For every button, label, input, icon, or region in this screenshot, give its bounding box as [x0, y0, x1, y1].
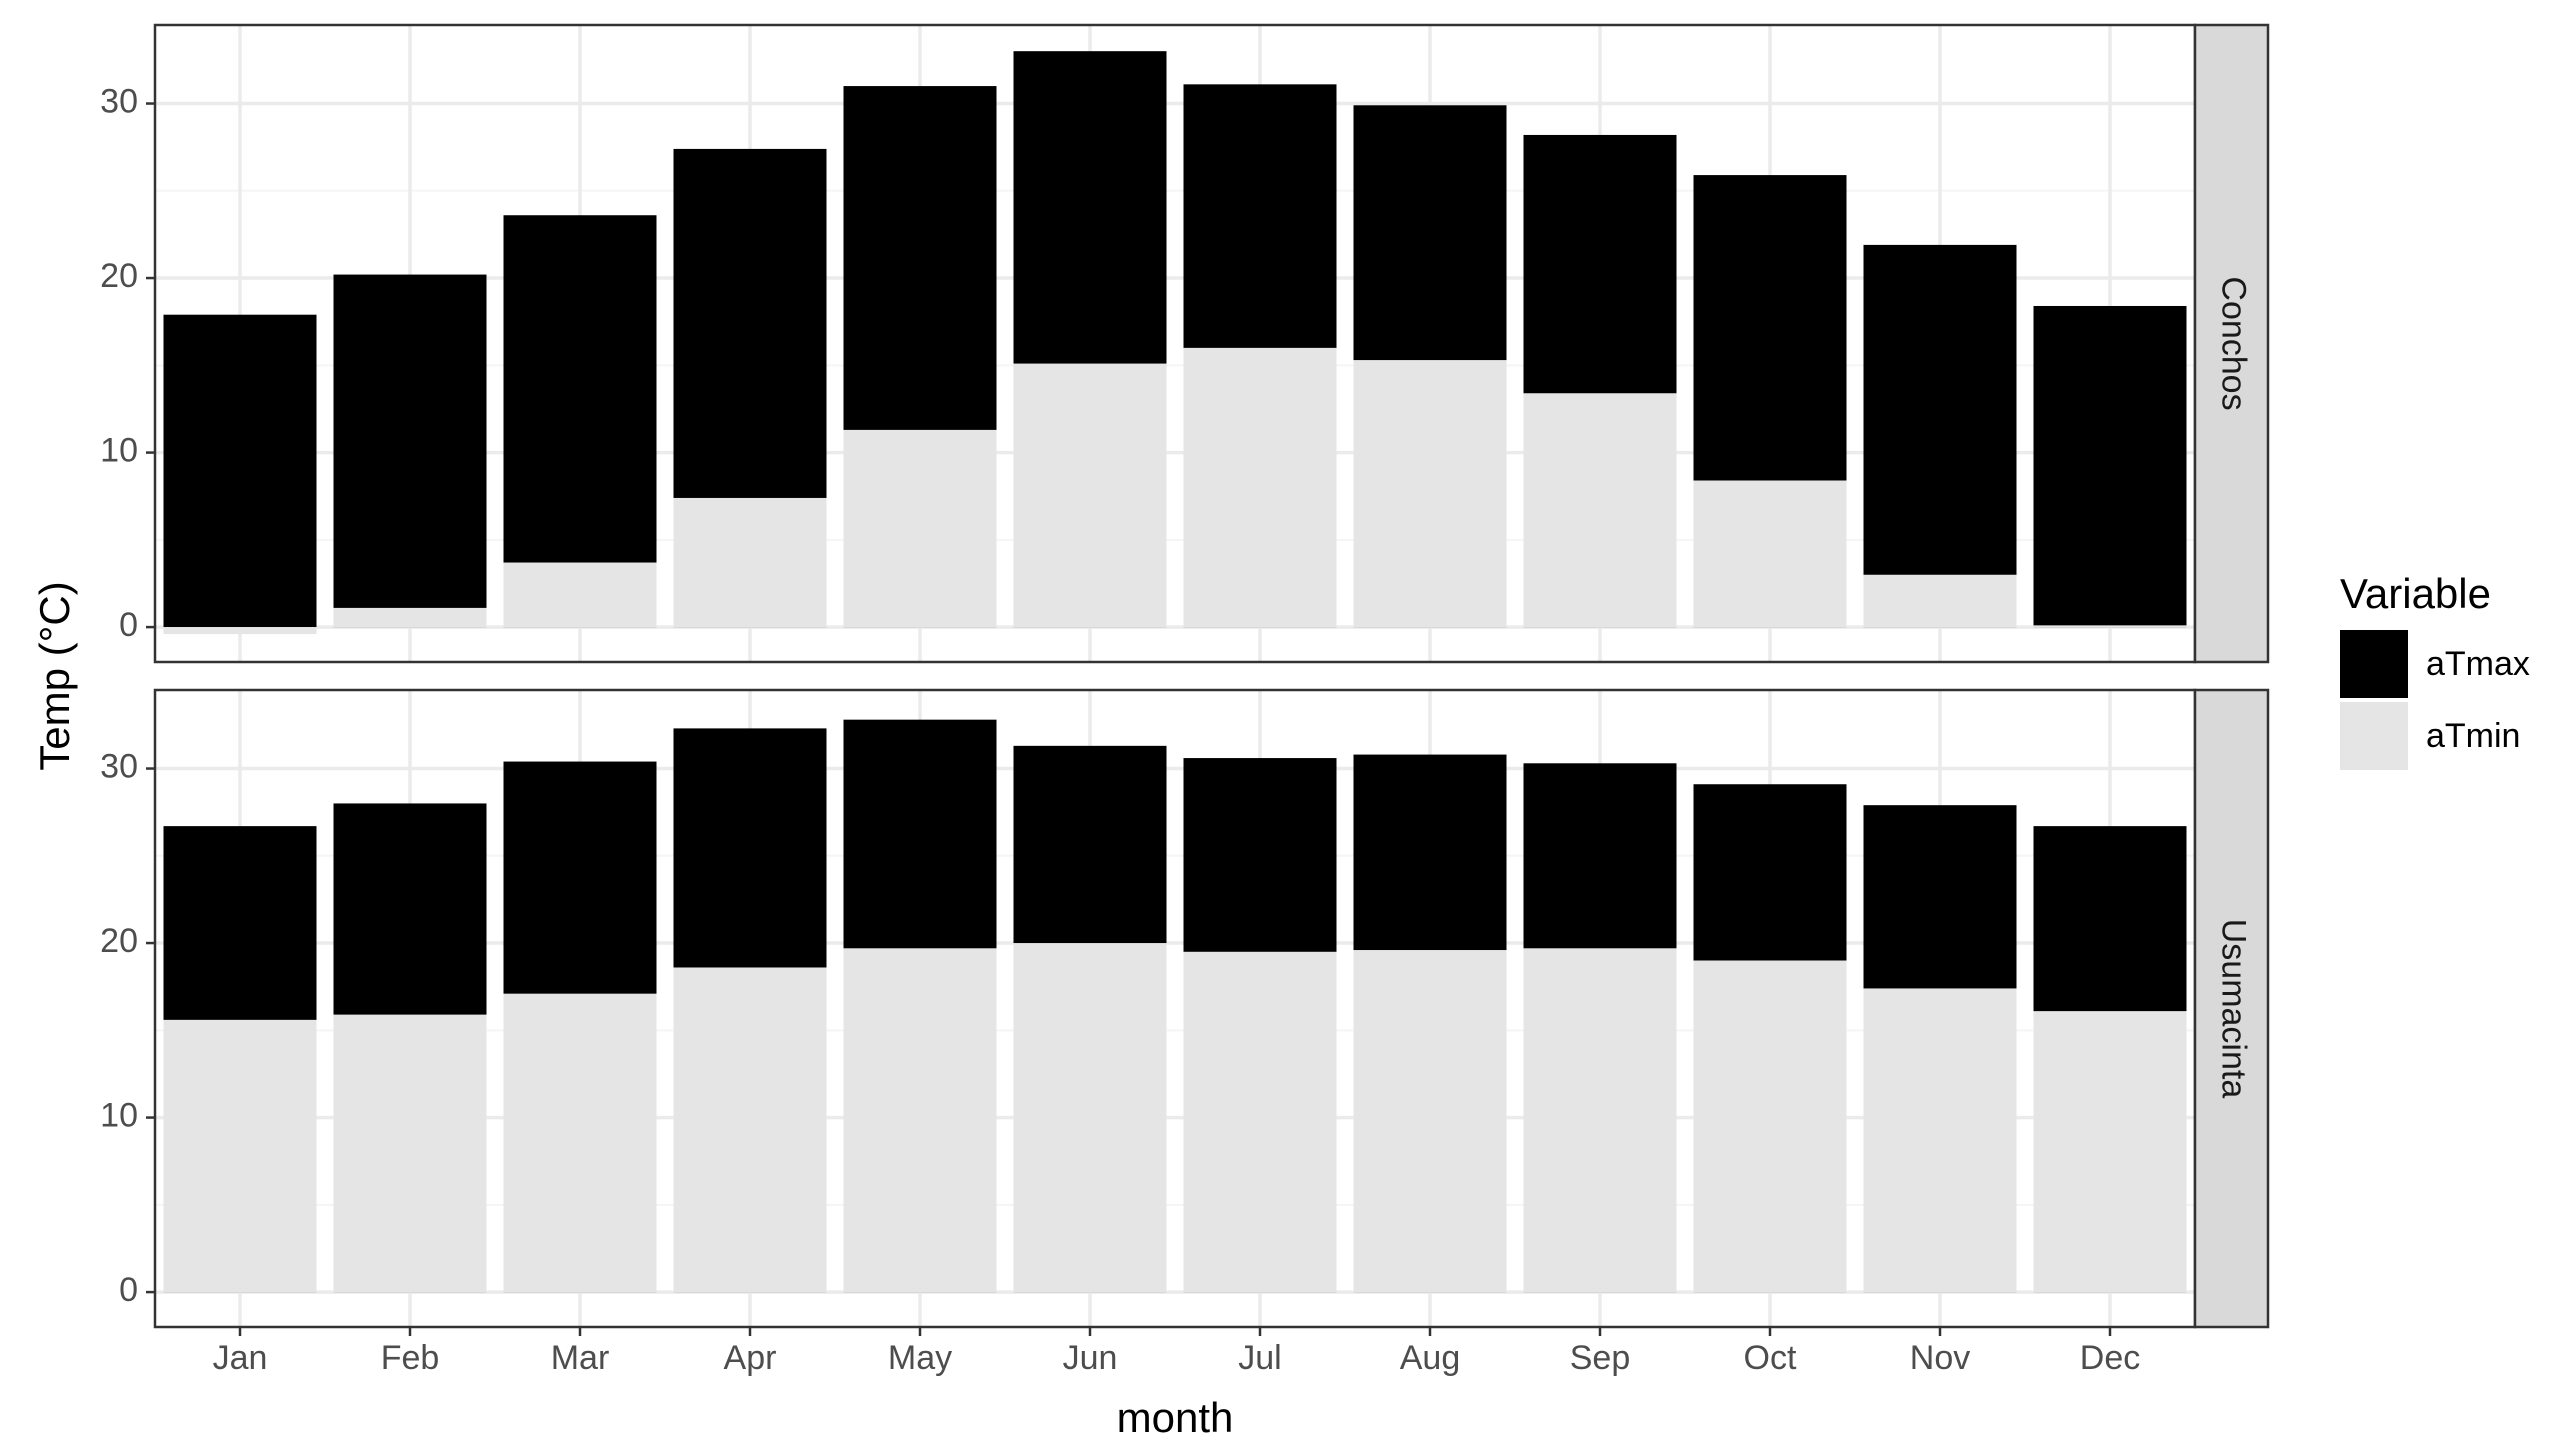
legend-key-atmax: [2340, 630, 2408, 698]
x-tick-label-sep: Sep: [1570, 1339, 1631, 1377]
x-tick-label-may: May: [888, 1339, 952, 1377]
y-tick-label: 0: [119, 1271, 138, 1309]
x-tick-label-jul: Jul: [1238, 1339, 1281, 1377]
bar-atmin-mar: [503, 562, 657, 628]
panel-background: [155, 25, 2195, 662]
bar-atmin-aug: [1353, 950, 1507, 1293]
facet-panel-conchos: Conchos 0 10 20 30: [100, 23, 2270, 664]
y-tick-label: 10: [100, 432, 138, 470]
legend-key-atmin: [2340, 702, 2408, 770]
bar-atmin-may: [843, 948, 997, 1293]
x-tick-label-feb: Feb: [381, 1339, 440, 1377]
bar-atmin-nov: [1863, 988, 2017, 1293]
bar-atmin-apr: [673, 497, 827, 628]
bar-atmin-apr: [673, 967, 827, 1293]
bar-atmin-mar: [503, 993, 657, 1293]
x-tick-label-mar: Mar: [551, 1339, 610, 1377]
legend: Variable aTmax aTmin: [2340, 570, 2530, 770]
y-tick-label: 20: [100, 922, 138, 960]
bar-atmax-feb: [333, 274, 487, 628]
bar-atmax-dec: [2033, 305, 2187, 628]
bar-atmin-jun: [1013, 943, 1167, 1293]
bar-atmin-may: [843, 429, 997, 628]
facet-strip-label: Usumacinta: [2215, 919, 2253, 1099]
facet-strip: [2193, 23, 2270, 664]
x-axis-title: month: [1117, 1394, 1234, 1440]
y-tick-label: 10: [100, 1097, 138, 1135]
bar-atmin-jul: [1183, 347, 1337, 628]
bar-atmin-oct: [1693, 480, 1847, 628]
x-tick-label-apr: Apr: [724, 1339, 777, 1377]
bar-atmin-oct: [1693, 960, 1847, 1293]
bar-atmin-jun: [1013, 363, 1167, 628]
bar-atmin-jan: [163, 627, 317, 635]
x-tick-label-oct: Oct: [1744, 1339, 1797, 1377]
bar-atmax-jan: [163, 314, 317, 628]
y-axis-title: Temp (°C): [31, 581, 78, 770]
bar-atmax-mar: [503, 215, 657, 628]
x-tick-label-nov: Nov: [1910, 1339, 1970, 1377]
bar-atmin-aug: [1353, 360, 1507, 628]
bar-atmax-nov: [1863, 244, 2017, 628]
panel-background: [155, 690, 2195, 1327]
x-tick-label-dec: Dec: [2080, 1339, 2140, 1377]
bar-atmin-jul: [1183, 951, 1337, 1293]
x-tick-label-jan: Jan: [213, 1339, 268, 1377]
bar-atmin-nov: [1863, 574, 2017, 628]
bar-atmin-feb: [333, 607, 487, 628]
y-tick-label: 30: [100, 748, 138, 786]
bar-atmin-sep: [1523, 393, 1677, 628]
bar-atmin-dec: [2033, 1011, 2187, 1293]
x-tick-label-jun: Jun: [1063, 1339, 1118, 1377]
legend-label-atmax: aTmax: [2426, 645, 2530, 683]
facet-strip-label: Conchos: [2215, 276, 2253, 410]
facet-strip: [2193, 688, 2270, 1329]
x-tick-label-aug: Aug: [1400, 1339, 1461, 1377]
bar-atmin-jan: [163, 1019, 317, 1293]
legend-label-atmin: aTmin: [2426, 717, 2520, 755]
bar-atmin-dec: [2033, 625, 2187, 628]
bar-atmin-sep: [1523, 948, 1677, 1293]
facet-panel-usumacinta: Usumacinta 0 10 20 30: [100, 688, 2270, 1329]
y-tick-label: 30: [100, 83, 138, 121]
y-tick-label: 20: [100, 257, 138, 295]
legend-title: Variable: [2340, 570, 2491, 617]
y-tick-label: 0: [119, 606, 138, 644]
bar-atmin-feb: [333, 1014, 487, 1293]
